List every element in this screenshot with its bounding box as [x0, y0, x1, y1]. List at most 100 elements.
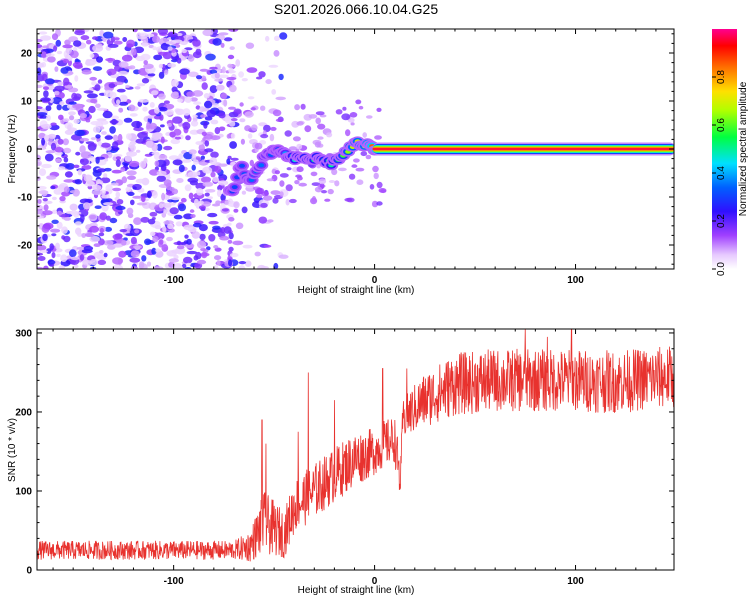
heatmap-noise-blob [204, 140, 210, 147]
heatmap-noise-blob [137, 131, 148, 139]
heatmap-noise-blob [233, 201, 240, 209]
heatmap-noise-blob [342, 106, 347, 111]
heatmap-noise-blob [80, 214, 85, 223]
heatmap-noise-blob [151, 90, 159, 96]
heatmap-noise-blob [174, 136, 182, 140]
heatmap-noise-blob [37, 215, 45, 219]
heatmap-noise-blob [158, 154, 168, 161]
heatmap-noise-blob [63, 179, 75, 183]
heatmap-noise-blob [74, 129, 85, 137]
heatmap-noise-blob [232, 240, 244, 246]
heatmap-noise-blob [146, 121, 151, 130]
heatmap-noise-blob [229, 46, 235, 50]
heatmap-noise-blob [103, 240, 114, 246]
heatmap-noise-blob [178, 203, 186, 212]
heatmap-noise-blob [351, 164, 358, 168]
heatmap-noise-blob [196, 171, 201, 176]
heatmap-noise-blob [133, 217, 142, 226]
heatmap-noise-blob [228, 84, 237, 93]
heatmap-noise-blob [241, 78, 248, 82]
heatmap-noise-blob [286, 167, 292, 171]
heatmap-ridge-blob [258, 163, 265, 168]
heatmap-noise-blob [266, 178, 275, 182]
heatmap-noise-blob [70, 127, 78, 132]
heatmap-noise-blob [156, 143, 163, 151]
heatmap-noise-blob [42, 198, 48, 202]
heatmap-noise-blob [189, 97, 198, 102]
heatmap-noise-blob [186, 238, 192, 245]
heatmap-noise-blob [181, 159, 192, 163]
heatmap-noise-blob [171, 39, 183, 43]
heatmap-noise-blob [103, 90, 114, 98]
heatmap-noise-blob [210, 171, 216, 178]
heatmap-noise-blob [50, 228, 61, 233]
heatmap-noise-blob [54, 90, 60, 96]
heatmap-noise-blob [214, 72, 220, 79]
heatmap-noise-blob [198, 143, 205, 152]
heatmap-noise-blob [209, 157, 218, 166]
heatmap-noise-blob [58, 265, 65, 269]
heatmap-noise-blob [65, 129, 72, 135]
heatmap-noise-blob [132, 186, 137, 190]
heatmap-noise-blob [274, 170, 280, 175]
heatmap-noise-blob [246, 67, 258, 73]
heatmap-noise-blob [200, 75, 207, 81]
heatmap-noise-blob [371, 200, 379, 208]
heatmap-noise-blob [376, 107, 382, 112]
heatmap-noise-blob [263, 244, 272, 248]
heatmap-noise-blob [223, 99, 228, 107]
heatmap-noise-blob [45, 53, 55, 57]
heatmap-noise-blob [268, 64, 279, 68]
heatmap-noise-blob [99, 30, 105, 37]
heatmap-noise-blob [226, 133, 231, 139]
heatmap-noise-blob [228, 246, 234, 252]
heatmap-noise-blob [229, 141, 238, 149]
heatmap-noise-blob [50, 185, 56, 190]
heatmap-noise-blob [97, 259, 107, 265]
heatmap-noise-blob [326, 132, 333, 138]
heatmap-noise-blob [193, 101, 202, 105]
heatmap-noise-blob [116, 99, 121, 105]
heatmap-noise-blob [55, 158, 62, 163]
heatmap-noise-blob [200, 247, 207, 252]
heatmap-noise-blob [265, 35, 270, 42]
heatmap-noise-blob [175, 108, 185, 116]
heatmap-noise-blob [203, 121, 208, 129]
heatmap-noise-blob [244, 125, 252, 132]
heatmap-noise-blob [56, 104, 62, 111]
heatmap-noise-blob [176, 178, 184, 183]
heatmap-noise-blob [348, 173, 356, 180]
heatmap-noise-blob [169, 187, 175, 192]
heatmap-noise-blob [103, 31, 114, 39]
heatmap-noise-blob [170, 196, 181, 201]
heatmap-noise-blob [167, 122, 173, 127]
heatmap-noise-blob [153, 54, 163, 61]
heatmap-noise-blob [200, 155, 205, 160]
heatmap-noise-blob [121, 54, 133, 62]
heatmap-noise-blob [196, 259, 207, 265]
heatmap-noise-blob [224, 116, 233, 124]
heatmap-noise-blob [65, 46, 73, 55]
heatmap-noise-blob [129, 160, 140, 168]
heatmap-noise-blob [192, 90, 204, 97]
heatmap-noise-blob [104, 167, 112, 172]
heatmap-noise-blob [167, 63, 177, 68]
heatmap-noise-blob [167, 223, 174, 230]
heatmap-noise-blob [227, 54, 235, 60]
heatmap-noise-blob [96, 107, 108, 111]
heatmap-noise-blob [275, 96, 287, 101]
heatmap-noise-blob [121, 176, 128, 184]
heatmap-noise-blob [315, 117, 322, 125]
heatmap-noise-blob [110, 182, 119, 186]
snr-y-axis-label: SNR (10 * v/v) [7, 418, 18, 482]
heatmap-noise-blob [308, 114, 318, 119]
snr-x-ticks: -100 0 100 [52, 329, 657, 587]
heatmap-noise-blob [63, 118, 70, 123]
heatmap-noise-blob [265, 79, 272, 85]
heatmap-noise-blob [74, 75, 79, 82]
heatmap-noise-blob [315, 111, 325, 116]
y-tick-label: -20 [18, 241, 33, 252]
heatmap-noise-blob [141, 195, 146, 203]
heatmap-noise-blob [358, 105, 364, 110]
heatmap-noise-blob [195, 105, 201, 110]
